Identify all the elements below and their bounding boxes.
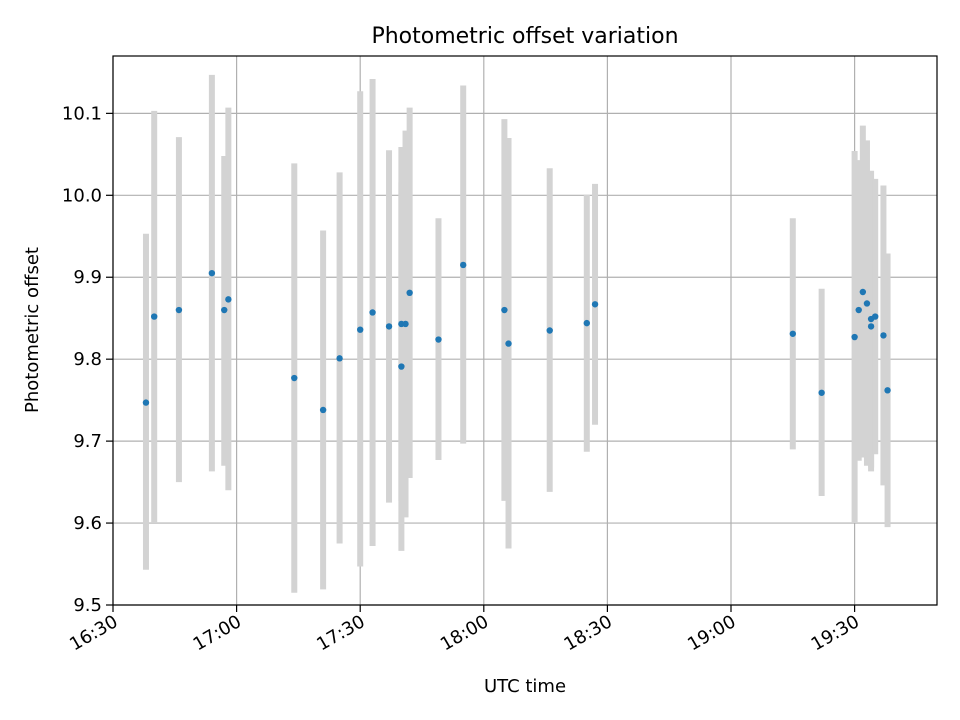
data-point (369, 309, 376, 316)
data-point (460, 261, 467, 269)
data-point (208, 269, 216, 277)
data-point (583, 319, 590, 327)
data-point (546, 327, 553, 334)
data-point (855, 306, 862, 314)
data-point (175, 306, 183, 314)
data-point (402, 320, 409, 328)
data-point (435, 336, 442, 343)
y-axis-ticks: 9.5 9.6 9.7 9.8 9.9 10.0 10.1 (62, 103, 113, 616)
data-point (151, 313, 158, 320)
y-tick-label: 9.5 (73, 595, 102, 616)
data-point (398, 363, 405, 370)
data-point (851, 333, 858, 341)
y-tick-label: 9.9 (73, 267, 102, 288)
data-point (142, 399, 150, 406)
data-point (872, 313, 879, 320)
data-point (591, 301, 599, 308)
data-point (336, 355, 343, 362)
y-tick-label: 9.6 (73, 513, 102, 534)
y-tick-label: 9.8 (73, 349, 102, 370)
y-tick-label: 10.1 (62, 103, 102, 124)
data-point (357, 326, 364, 333)
plot-frame (112, 55, 938, 606)
data-point (789, 330, 796, 337)
data-point (505, 340, 512, 347)
data-point (863, 300, 871, 307)
data-point (319, 406, 327, 414)
data-point (501, 306, 508, 314)
data-point (859, 288, 867, 296)
data-point (221, 306, 228, 314)
data-point (884, 387, 891, 394)
data-point (225, 296, 232, 303)
data-points (142, 261, 891, 414)
data-point (406, 289, 413, 297)
data-point (867, 323, 875, 330)
chart-title: Photometric offset variation (371, 24, 678, 49)
y-tick-label: 10.0 (62, 185, 102, 206)
data-point (818, 389, 825, 396)
data-point (291, 374, 298, 382)
data-point (880, 332, 887, 339)
y-tick-label: 9.7 (73, 431, 102, 452)
data-point (385, 323, 393, 330)
x-axis-label: UTC time (484, 676, 566, 697)
y-axis-label: Photometric offset (22, 247, 43, 413)
